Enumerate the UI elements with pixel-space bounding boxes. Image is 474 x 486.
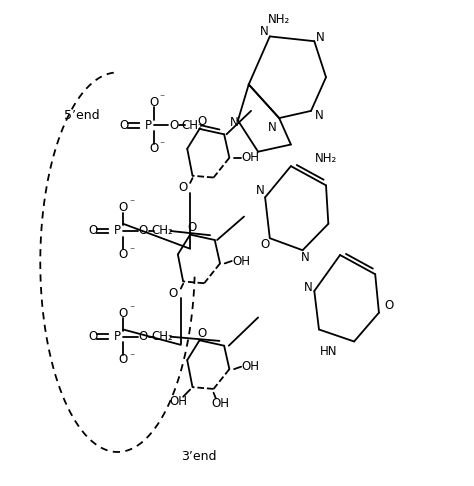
Text: CH₂: CH₂ bbox=[182, 119, 203, 132]
Text: N: N bbox=[260, 25, 269, 38]
Text: O: O bbox=[118, 247, 128, 260]
Text: O: O bbox=[118, 307, 128, 320]
Text: O: O bbox=[118, 201, 128, 214]
Text: OH: OH bbox=[232, 255, 250, 267]
Text: N: N bbox=[315, 109, 323, 122]
Text: 3’end: 3’end bbox=[181, 451, 216, 463]
Text: CH₂: CH₂ bbox=[151, 225, 173, 238]
Text: O: O bbox=[384, 299, 394, 312]
Text: NH₂: NH₂ bbox=[268, 13, 290, 26]
Text: O: O bbox=[197, 115, 207, 128]
Text: OH: OH bbox=[241, 151, 259, 164]
Text: O: O bbox=[89, 225, 98, 238]
Text: ⁻: ⁻ bbox=[159, 93, 164, 103]
Text: HN: HN bbox=[319, 345, 337, 358]
Text: O: O bbox=[149, 96, 158, 109]
Text: ⁻: ⁻ bbox=[129, 352, 134, 362]
Text: O: O bbox=[197, 327, 207, 340]
Text: ⁻: ⁻ bbox=[159, 140, 164, 151]
Text: O: O bbox=[179, 181, 188, 194]
Text: N: N bbox=[230, 116, 239, 129]
Text: O: O bbox=[139, 225, 148, 238]
Text: 5’end: 5’end bbox=[64, 109, 99, 122]
Text: O: O bbox=[149, 142, 158, 155]
Text: N: N bbox=[268, 121, 276, 134]
Text: ⁻: ⁻ bbox=[129, 246, 134, 256]
Text: OH: OH bbox=[169, 395, 187, 408]
Text: N: N bbox=[256, 184, 265, 197]
Text: P: P bbox=[114, 330, 121, 343]
Text: N: N bbox=[304, 281, 313, 294]
Text: O: O bbox=[89, 330, 98, 343]
Text: ⁻: ⁻ bbox=[129, 304, 134, 314]
Text: OH: OH bbox=[241, 360, 259, 373]
Text: N: N bbox=[301, 251, 310, 264]
Text: O: O bbox=[261, 238, 270, 251]
Text: O: O bbox=[188, 221, 197, 234]
Text: O: O bbox=[139, 330, 148, 343]
Text: O: O bbox=[118, 353, 128, 366]
Text: ⁻: ⁻ bbox=[129, 199, 134, 208]
Text: NH₂: NH₂ bbox=[315, 153, 337, 165]
Text: O: O bbox=[119, 119, 128, 132]
Text: O: O bbox=[168, 287, 177, 300]
Text: P: P bbox=[114, 225, 121, 238]
Text: CH₂: CH₂ bbox=[151, 330, 173, 343]
Text: O: O bbox=[169, 119, 178, 132]
Text: OH: OH bbox=[211, 397, 229, 410]
Text: N: N bbox=[316, 32, 325, 44]
Text: P: P bbox=[145, 119, 152, 132]
